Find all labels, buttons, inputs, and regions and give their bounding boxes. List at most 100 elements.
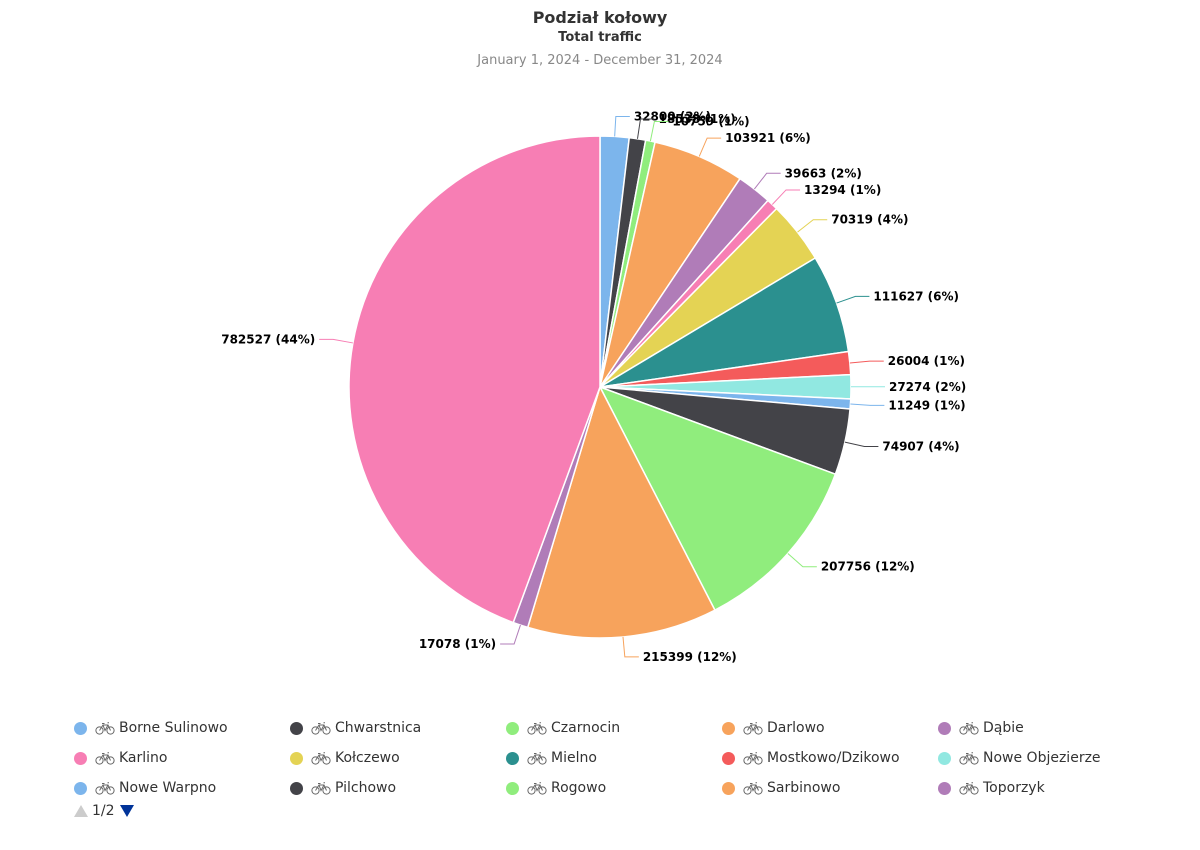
legend-color-dot	[722, 721, 735, 735]
legend-item[interactable]: Dąbie	[938, 720, 1154, 736]
date-range: January 1, 2024 - December 31, 2024	[477, 53, 723, 68]
legend-item[interactable]: Mielno	[506, 750, 722, 766]
legend-label: Borne Sulinowo	[119, 720, 228, 736]
legend-page-up-icon[interactable]	[74, 805, 88, 817]
legend-label: Nowe Warpno	[119, 780, 217, 796]
legend-item[interactable]: Mostkowo/Dzikowo	[722, 750, 938, 766]
legend-item[interactable]: Pilchowo	[290, 780, 506, 796]
bicycle-icon	[527, 781, 547, 795]
connector-line-12	[787, 553, 817, 568]
data-label-3: 103921 (6%)	[725, 131, 811, 145]
bicycle-icon	[959, 781, 979, 795]
data-label-4: 39663 (2%)	[785, 166, 862, 180]
bicycle-icon	[743, 751, 763, 765]
legend-color-dot	[938, 751, 951, 765]
data-label-0: 32800 (2%)	[634, 109, 711, 123]
bicycle-icon	[311, 781, 331, 795]
legend-color-dot	[506, 781, 519, 795]
legend-label: Kołczewo	[335, 750, 400, 766]
legend-item[interactable]: Borne Sulinowo	[74, 720, 290, 736]
legend-label: Mielno	[551, 750, 597, 766]
data-label-9: 27274 (2%)	[889, 380, 966, 394]
data-label-5: 13294 (1%)	[804, 183, 881, 197]
pie-chart: 32800 (2%)18538 (1%)10759 (1%) 103921 (6%…	[221, 109, 966, 664]
connector-line-8	[849, 360, 884, 364]
legend-label: Karlino	[119, 750, 168, 766]
pie-slice-13[interactable]	[526, 385, 716, 639]
legend-item[interactable]: Toporzyk	[938, 780, 1154, 796]
legend: Borne Sulinowo Chwarstnica Czarnocin Darlow…	[74, 713, 1154, 803]
legend-color-dot	[74, 781, 87, 795]
legend-label: Toporzyk	[983, 780, 1045, 796]
data-label-10: 11249 (1%)	[888, 398, 965, 412]
legend-item[interactable]: Rogowo	[506, 780, 722, 796]
connector-line-6	[797, 219, 828, 233]
legend-color-dot	[74, 721, 87, 735]
connector-line-0	[614, 115, 630, 137]
connector-line-15	[319, 338, 353, 344]
legend-pager: 1/2	[74, 803, 134, 819]
bicycle-icon	[95, 751, 115, 765]
connector-line-5	[771, 189, 801, 205]
data-label-13: 215399 (12%)	[643, 650, 737, 664]
legend-item[interactable]: Nowe Objezierze	[938, 750, 1154, 766]
legend-color-dot	[290, 781, 303, 795]
data-label-8: 26004 (1%)	[888, 354, 965, 368]
bicycle-icon	[743, 721, 763, 735]
legend-row: Nowe Warpno Pilchowo Rogowo Sarbinowo Toporz…	[74, 773, 1154, 803]
bicycle-icon	[95, 781, 115, 795]
legend-label: Dąbie	[983, 720, 1024, 736]
connector-line-7	[836, 295, 870, 304]
legend-color-dot	[506, 721, 519, 735]
legend-page-indicator: 1/2	[92, 803, 115, 819]
bicycle-icon	[311, 721, 331, 735]
legend-label: Chwarstnica	[335, 720, 422, 736]
connector-line-4	[753, 172, 781, 190]
connector-line-13	[622, 636, 639, 658]
data-label-1: 18538 (1%)	[658, 112, 735, 126]
legend-label: Pilchowo	[335, 780, 397, 796]
legend-row: Borne Sulinowo Chwarstnica Czarnocin Darlow…	[74, 713, 1154, 743]
legend-label: Sarbinowo	[767, 780, 841, 796]
legend-item[interactable]: Darlowo	[722, 720, 938, 736]
legend-color-dot	[938, 721, 951, 735]
connector-line-11	[844, 441, 879, 448]
data-label-12: 207756 (12%)	[821, 560, 915, 574]
connector-line-14	[500, 624, 521, 645]
chart-subtitle: Total traffic	[558, 30, 642, 45]
data-label-2: 10759 (1%)	[672, 115, 749, 129]
legend-label: Mostkowo/Dzikowo	[767, 750, 900, 766]
bicycle-icon	[95, 721, 115, 735]
bicycle-icon	[743, 781, 763, 795]
legend-item[interactable]: Kołczewo	[290, 750, 506, 766]
legend-color-dot	[722, 751, 735, 765]
bicycle-icon	[311, 751, 331, 765]
data-label-15: 782527 (44%)	[221, 332, 315, 346]
pie-slice-12[interactable]	[598, 385, 837, 612]
chart-title: Podział kołowy	[532, 8, 668, 27]
legend-row: Karlino Kołczewo Mielno Mostkowo/Dzikowo Now…	[74, 743, 1154, 773]
legend-color-dot	[722, 781, 735, 795]
legend-item[interactable]: Karlino	[74, 750, 290, 766]
connector-line-2	[649, 121, 669, 142]
data-label-14: 17078 (1%)	[419, 637, 496, 651]
data-label-6: 70319 (4%)	[831, 213, 908, 227]
connector-line-3	[698, 137, 722, 157]
legend-item[interactable]: Czarnocin	[506, 720, 722, 736]
legend-item[interactable]: Sarbinowo	[722, 780, 938, 796]
legend-label: Darlowo	[767, 720, 825, 736]
legend-color-dot	[290, 751, 303, 765]
bicycle-icon	[527, 751, 547, 765]
connector-line-10	[850, 403, 885, 406]
legend-color-dot	[938, 781, 951, 795]
bicycle-icon	[959, 751, 979, 765]
legend-page-down-icon[interactable]	[119, 805, 134, 817]
legend-item[interactable]: Chwarstnica	[290, 720, 506, 736]
connector-line-1	[636, 118, 655, 139]
data-label-7: 111627 (6%)	[873, 289, 959, 303]
legend-label: Nowe Objezierze	[983, 750, 1101, 766]
legend-label: Rogowo	[551, 780, 607, 796]
legend-item[interactable]: Nowe Warpno	[74, 780, 290, 796]
legend-color-dot	[74, 751, 87, 765]
legend-color-dot	[506, 751, 519, 765]
